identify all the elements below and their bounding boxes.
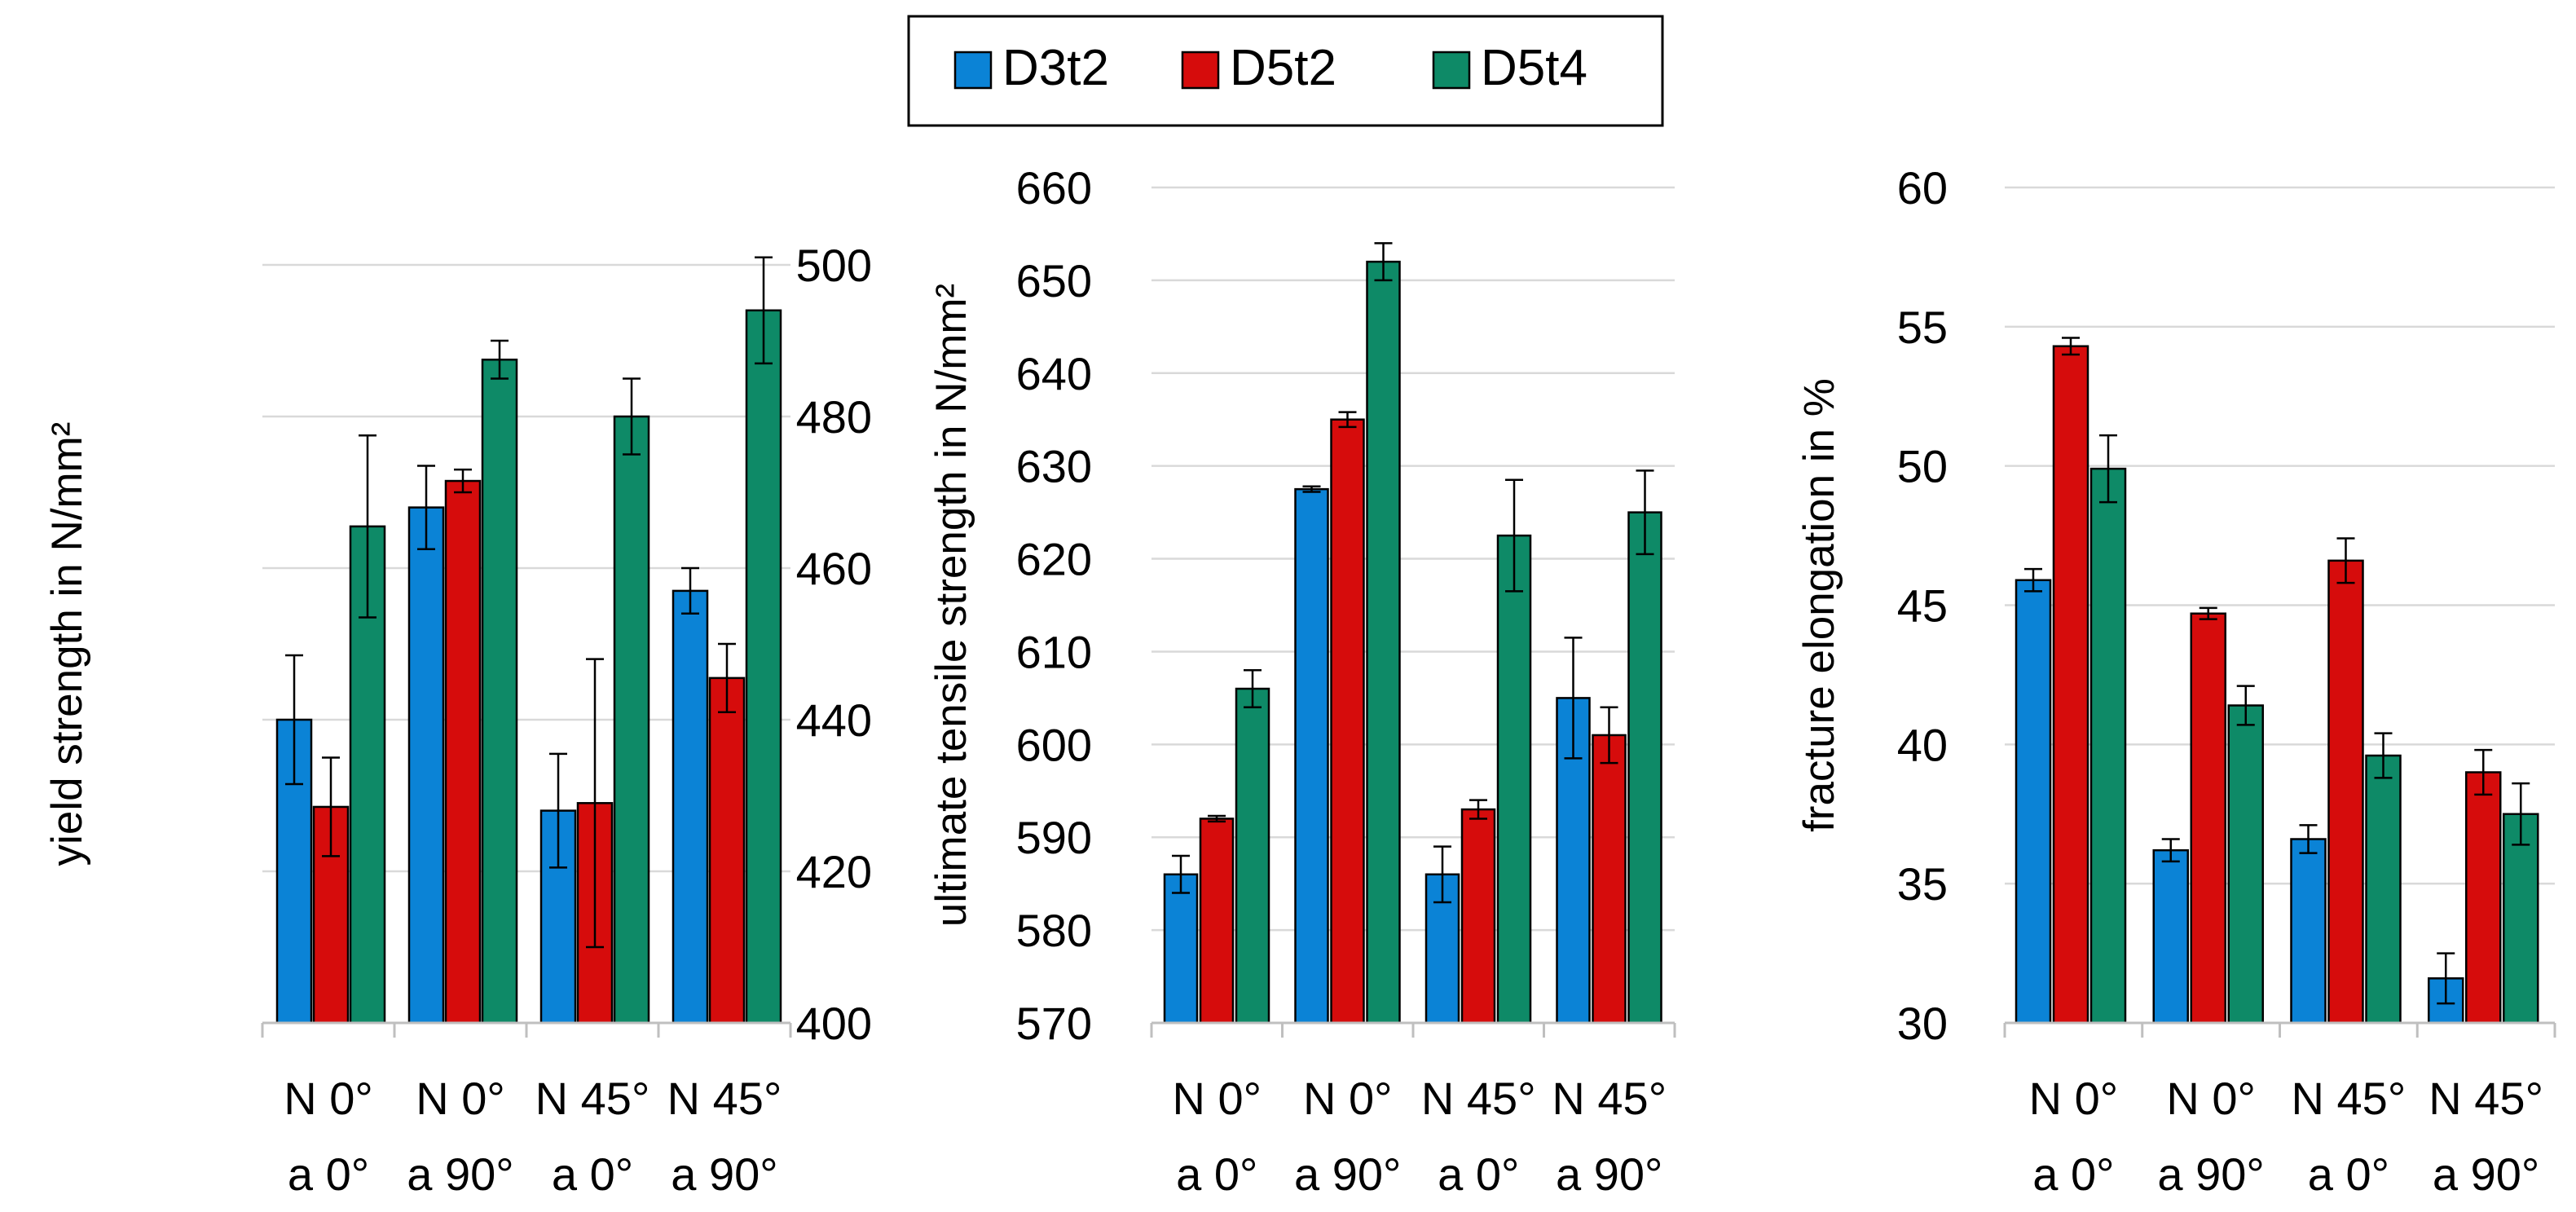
x-tick-label: a 0° <box>2032 1148 2114 1200</box>
y-tick-label: 60 <box>1897 162 1948 214</box>
bar-d5t2 <box>1460 808 1496 1025</box>
bar-d5t4 <box>2227 704 2264 1025</box>
y-axis-label: ultimate tensile strength in N/mm² <box>927 284 975 927</box>
bar-d3t2 <box>2015 579 2052 1025</box>
legend-box <box>907 15 1664 127</box>
legend-label: D3t2 <box>1002 40 1109 96</box>
y-tick-label: 650 <box>1016 255 1092 306</box>
y-tick-label: 45 <box>1897 580 1948 632</box>
x-tick-label: N 45° <box>2292 1073 2406 1124</box>
chart-tensile-strength: 570 580 590 600 610 620 630 640 650 660 N 0° a 0° N … <box>927 162 1676 1200</box>
x-tick-label: N 45° <box>1552 1073 1667 1124</box>
legend-item-d5t4: D5t4 <box>1432 40 1587 96</box>
bar-d5t2 <box>2465 771 2502 1025</box>
x-tick-label: N 0° <box>2029 1073 2119 1124</box>
y-tick-label: 460 <box>796 543 872 594</box>
bar-d5t2 <box>2052 345 2089 1025</box>
x-tick-label: N 45° <box>667 1073 782 1124</box>
x-tick-label: a 90° <box>2157 1148 2264 1200</box>
x-tick-label: a 90° <box>1294 1148 1401 1200</box>
y-tick-label: 600 <box>1016 719 1092 770</box>
x-tick-label: a 0° <box>1438 1148 1519 1200</box>
bar-d5t4 <box>745 309 782 1025</box>
legend-swatch <box>1432 51 1471 90</box>
legend-item-d3t2: D3t2 <box>953 40 1109 96</box>
bar-d5t2 <box>2190 612 2226 1025</box>
y-tick-label: 480 <box>796 391 872 443</box>
legend: D3t2 D5t2 D5t4 <box>907 15 1664 127</box>
legend-label: D5t4 <box>1481 40 1587 96</box>
bar-d3t2 <box>2290 838 2327 1025</box>
x-tick-label: a 0° <box>2308 1148 2389 1200</box>
x-tick-label: N 0° <box>416 1073 505 1124</box>
bar-d3t2 <box>1425 873 1460 1025</box>
bar-d3t2 <box>407 506 445 1025</box>
x-tick-label: N 0° <box>2166 1073 2256 1124</box>
y-tick-label: 660 <box>1016 162 1092 214</box>
x-tick-label: a 0° <box>288 1148 369 1200</box>
x-tick-label: N 0° <box>1172 1073 1262 1124</box>
y-tick-label: 580 <box>1016 905 1092 956</box>
legend-item-d5t2: D5t2 <box>1181 40 1336 96</box>
bar-d5t2 <box>2327 559 2364 1025</box>
y-tick-label: 570 <box>1016 998 1092 1049</box>
bar-d5t2 <box>1592 734 1627 1025</box>
x-tick-label: a 0° <box>552 1148 633 1200</box>
y-tick-label: 35 <box>1897 858 1948 910</box>
bar-d5t2 <box>444 479 482 1025</box>
x-tick-label: a 90° <box>1556 1148 1662 1200</box>
chart-fracture-elongation: 30 35 40 45 50 55 60 N 0° a 0° N 0° a 90° N 45° a 0°… <box>1795 162 2556 1200</box>
y-tick-label: 420 <box>796 846 872 897</box>
y-tick-label: 30 <box>1897 998 1948 1049</box>
bar-d5t2 <box>1330 418 1365 1025</box>
legend-swatch <box>1181 51 1220 90</box>
x-tick-label: N 0° <box>284 1073 373 1124</box>
bar-d3t2 <box>1163 873 1199 1025</box>
x-tick-label: N 45° <box>535 1073 650 1124</box>
y-axis-label: yield strength in N/mm² <box>43 422 91 866</box>
x-tick-label: a 90° <box>2433 1148 2539 1200</box>
bar-d3t2 <box>2152 848 2189 1025</box>
y-tick-label: 40 <box>1897 719 1948 770</box>
y-tick-label: 620 <box>1016 534 1092 585</box>
y-tick-label: 55 <box>1897 302 1948 353</box>
bar-d3t2 <box>1294 487 1329 1025</box>
y-tick-label: 500 <box>796 240 872 291</box>
bar-d5t4 <box>1496 534 1532 1025</box>
x-tick-label: N 45° <box>2428 1073 2543 1124</box>
legend-swatch <box>953 51 993 90</box>
bar-d5t2 <box>1199 818 1235 1025</box>
y-tick-label: 610 <box>1016 626 1092 677</box>
legend-label: D5t2 <box>1230 40 1336 96</box>
bar-d5t4 <box>2365 754 2402 1025</box>
x-tick-label: a 0° <box>1176 1148 1257 1200</box>
x-tick-label: a 90° <box>671 1148 777 1200</box>
x-tick-label: a 90° <box>407 1148 513 1200</box>
bar-d3t2 <box>672 589 709 1025</box>
y-tick-label: 50 <box>1897 441 1948 492</box>
bar-d5t4 <box>2089 467 2127 1025</box>
y-tick-label: 630 <box>1016 441 1092 492</box>
x-tick-label: N 45° <box>1421 1073 1536 1124</box>
x-tick-label: N 0° <box>1303 1073 1393 1124</box>
chart-yield-strength: 400 420 440 460 480 500 N 0° a 0° N 0° a 90° N 45°… <box>43 240 872 1200</box>
y-tick-label: 640 <box>1016 348 1092 399</box>
y-tick-label: 440 <box>796 694 872 746</box>
bar-d5t4 <box>1235 687 1270 1025</box>
bar-d5t2 <box>708 677 746 1025</box>
bar-d5t4 <box>481 359 518 1025</box>
y-axis-label: fracture elongation in % <box>1795 378 1843 832</box>
bar-d5t4 <box>613 415 650 1025</box>
y-tick-label: 400 <box>796 998 872 1049</box>
bar-d5t4 <box>1366 260 1401 1025</box>
bar-d5t4 <box>1627 511 1662 1025</box>
y-tick-label: 590 <box>1016 812 1092 863</box>
